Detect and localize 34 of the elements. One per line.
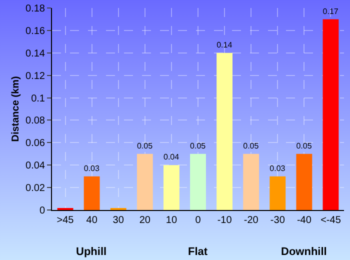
x-tick-label: >45 bbox=[56, 215, 74, 226]
x-tick-label: 10 bbox=[166, 215, 178, 226]
x-tick-label: 20 bbox=[139, 215, 151, 226]
x-tick-label: 0 bbox=[195, 215, 202, 226]
data-label: 0.14 bbox=[216, 40, 233, 50]
x-tick-label: 40 bbox=[86, 215, 98, 226]
y-tick-label: 0.04 bbox=[26, 160, 46, 172]
y-axis-title: Distance (km) bbox=[10, 76, 22, 142]
y-tick-label: 0.14 bbox=[26, 48, 46, 60]
x-tick-label: -40 bbox=[296, 215, 312, 226]
x-tick-label: -10 bbox=[217, 215, 232, 226]
x-tick-label: -30 bbox=[270, 215, 286, 226]
data-label: 0.17 bbox=[322, 6, 339, 16]
x-tick-label: -20 bbox=[244, 215, 259, 226]
data-label: 0.05 bbox=[243, 141, 260, 150]
y-tick-label: 0.06 bbox=[26, 138, 46, 150]
y-tick-label: 0 bbox=[39, 206, 46, 216]
x-tick-label: 30 bbox=[112, 215, 124, 226]
data-label: 0.03 bbox=[270, 164, 286, 173]
text: Downhill bbox=[281, 246, 327, 258]
data-label: 0.04 bbox=[163, 152, 180, 162]
y-tick-label: 0.1 bbox=[31, 93, 46, 104]
y-tick-label: 0.18 bbox=[26, 4, 46, 14]
y-tick-label: 0.08 bbox=[26, 116, 46, 127]
text: Uphill bbox=[76, 246, 107, 258]
y-tick-label: 0.02 bbox=[26, 183, 46, 194]
data-label: 0.05 bbox=[190, 141, 206, 150]
data-label: 0.05 bbox=[136, 141, 154, 150]
y-tick-label: 0.12 bbox=[26, 70, 46, 82]
y-tick-label: 0.16 bbox=[26, 26, 46, 37]
data-label: 0.05 bbox=[296, 141, 312, 150]
x-tick-label: <-45 bbox=[320, 215, 342, 226]
text: Flat bbox=[188, 246, 208, 258]
data-label: 0.03 bbox=[84, 164, 100, 173]
